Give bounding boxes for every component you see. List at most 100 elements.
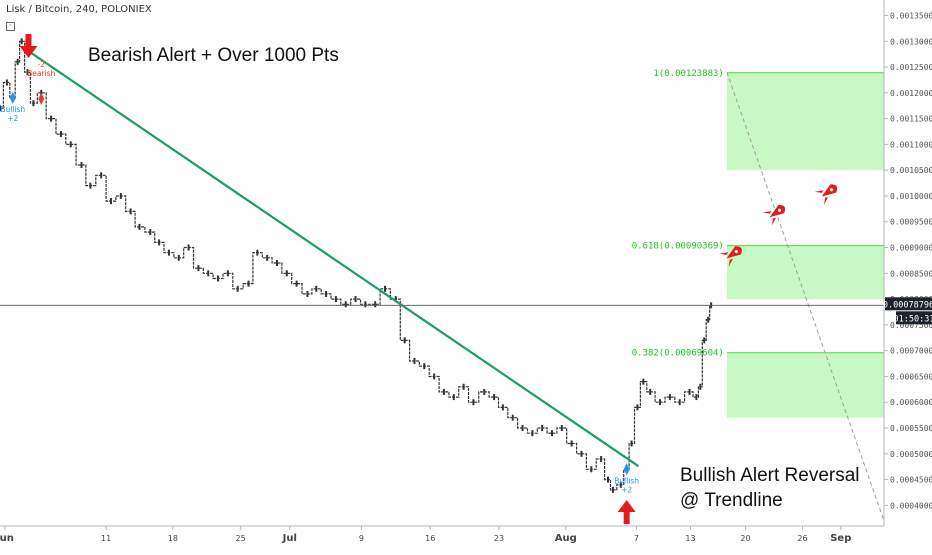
price-candle (560, 425, 563, 432)
rocket-body (726, 246, 742, 259)
price-candle (606, 476, 609, 483)
price-candle (611, 486, 614, 493)
price-candle (423, 363, 426, 370)
price-series (0, 38, 713, 493)
price-candle (659, 399, 662, 406)
price-candle (187, 244, 190, 251)
price-candle (20, 38, 23, 45)
price-candle (590, 466, 593, 473)
x-tick-label: Jun (0, 533, 14, 544)
x-tick-label: 18 (168, 534, 178, 543)
current-price-value: 0.00078796 (883, 300, 932, 310)
price-candle (600, 455, 603, 462)
price-candle (129, 208, 132, 215)
bullish-reversal-label-line1: Bullish Alert Reversal (680, 465, 860, 486)
price-candle (32, 100, 35, 107)
fib-zone (726, 72, 884, 171)
rocket-window (777, 208, 782, 212)
price-candle (433, 373, 436, 380)
rocket-icon (762, 205, 786, 226)
price-candle (678, 399, 681, 406)
x-tick-label: Aug (555, 533, 577, 544)
price-candle (462, 383, 465, 390)
x-tick-label: 13 (685, 534, 695, 543)
price-candle (100, 172, 103, 179)
fib-level-label: 1(0.00123883) (653, 69, 723, 79)
price-candle (521, 425, 524, 432)
x-tick-label: 25 (236, 534, 246, 543)
price-candle (636, 404, 639, 411)
countdown-value: 01:50:31 (894, 314, 932, 324)
rocket-window (830, 188, 834, 192)
price-candle (149, 229, 152, 236)
price-candle (177, 254, 180, 261)
price-candle (158, 239, 161, 246)
price-candle (197, 265, 200, 272)
bullish-signal-marker (9, 91, 16, 104)
price-candle (472, 399, 475, 406)
price-candle (442, 388, 445, 395)
price-candle (256, 249, 259, 256)
price-candle (695, 394, 698, 401)
price-candle (649, 388, 652, 395)
symbol-title: Lisk / Bitcoin, 240, POLONIEX (6, 4, 152, 15)
price-line (0, 40, 712, 491)
price-candle (501, 404, 504, 411)
x-tick-label: 9 (359, 534, 364, 543)
price-candle (703, 337, 706, 344)
bearish-alert-label: Bearish Alert + Over 1000 Pts (88, 45, 339, 66)
price-candle (344, 301, 347, 308)
price-candle (570, 440, 573, 447)
fibonacci-zones: 1(0.00123883) 0.618(0.00090369) 0.382(0.00… (632, 69, 884, 418)
price-candle (247, 280, 250, 287)
x-tick-label: Jul (282, 533, 297, 544)
countdown-tag (896, 311, 932, 325)
x-tick-label: 26 (797, 534, 807, 543)
rocket-fin (771, 217, 777, 226)
x-tick-label: 11 (101, 534, 111, 543)
x-tick-label: 23 (494, 534, 504, 543)
price-candle (511, 414, 514, 421)
price-candle (541, 425, 544, 432)
rocket-window (734, 249, 738, 254)
price-candle (119, 192, 122, 199)
trendline-layer (0, 45, 885, 522)
rocket-body (821, 184, 838, 197)
fib-zone (726, 352, 884, 418)
price-candle (275, 260, 278, 266)
bearish-signal-marker (38, 92, 45, 105)
price-candle (50, 115, 53, 122)
x-tick-label: 20 (740, 534, 750, 543)
rocket-icon (719, 246, 742, 267)
indicator-toggle-icon[interactable]: ▫ (6, 22, 15, 31)
price-candle (306, 290, 309, 297)
rocket-fin (823, 196, 829, 205)
fib-level-label: 0.382(0.00069604) (632, 349, 724, 359)
bearish-signal-count: -2 (38, 60, 46, 69)
price-candle (580, 450, 583, 457)
fib-level-label: 0.618(0.00090369) (632, 242, 724, 252)
price-candle (403, 337, 406, 344)
price-candle (16, 58, 19, 65)
y-tick-label: 0.00040000 (890, 501, 932, 510)
rocket-fin (719, 252, 729, 255)
price-candle (483, 388, 486, 395)
price-candle (217, 275, 220, 282)
bullish-signal-count: +2 (7, 114, 18, 123)
price-candle (69, 141, 72, 148)
rocket-body (769, 205, 786, 218)
bullish-signal-label: Bullish (0, 105, 25, 114)
x-tick-label: 16 (425, 534, 435, 543)
price-candle (630, 440, 633, 447)
